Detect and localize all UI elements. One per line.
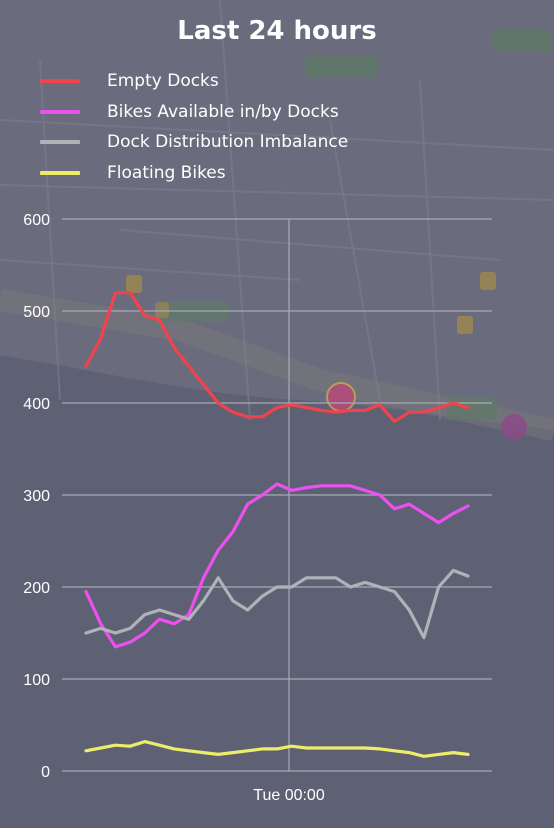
legend-label: Floating Bikes <box>107 162 226 183</box>
x-axis-ticks: Tue 00:00 <box>253 787 325 804</box>
legend-label: Bikes Available in/by Docks <box>107 101 339 122</box>
legend-swatch <box>40 140 80 145</box>
y-tick-label: 0 <box>41 764 50 781</box>
legend: Empty Docks Bikes Available in/by Docks … <box>40 66 348 188</box>
series-line-floating-bikes <box>84 740 470 758</box>
legend-swatch <box>40 170 80 175</box>
y-tick-label: 300 <box>23 488 50 505</box>
legend-swatch <box>40 79 80 84</box>
y-tick-label: 100 <box>23 672 50 689</box>
x-tick-label: Tue 00:00 <box>253 787 325 804</box>
legend-label: Empty Docks <box>107 71 219 92</box>
y-axis-ticks: 0 100 200 300 400 500 600 <box>23 212 50 781</box>
legend-item-bikes-available[interactable]: Bikes Available in/by Docks <box>40 97 348 128</box>
y-tick-label: 500 <box>23 304 50 321</box>
series-line-empty-docks <box>84 291 470 423</box>
legend-item-dock-imbalance[interactable]: Dock Distribution Imbalance <box>40 127 348 158</box>
series-line-bikes-available <box>84 482 470 649</box>
legend-item-empty-docks[interactable]: Empty Docks <box>40 66 348 97</box>
legend-item-floating-bikes[interactable]: Floating Bikes <box>40 158 348 189</box>
y-tick-label: 400 <box>23 396 50 413</box>
legend-label: Dock Distribution Imbalance <box>107 132 349 153</box>
series-line-dock-imbalance <box>84 568 470 640</box>
legend-swatch <box>40 109 80 114</box>
y-tick-label: 600 <box>23 212 50 229</box>
grid <box>62 218 492 772</box>
chart-title: Last 24 hours <box>177 16 377 46</box>
y-tick-label: 200 <box>23 580 50 597</box>
series-lines <box>84 291 470 758</box>
